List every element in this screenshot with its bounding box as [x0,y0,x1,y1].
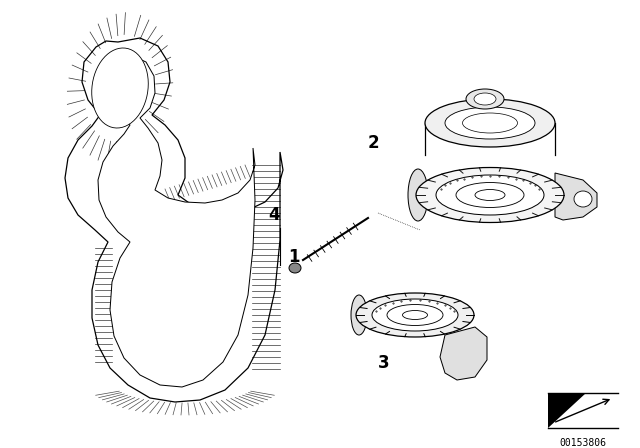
Polygon shape [98,56,255,387]
Ellipse shape [372,299,458,331]
Ellipse shape [475,190,505,201]
Polygon shape [555,173,597,220]
Ellipse shape [574,191,592,207]
Polygon shape [92,48,148,128]
Ellipse shape [289,263,301,273]
Ellipse shape [351,295,367,335]
Polygon shape [548,393,586,428]
Ellipse shape [463,113,518,133]
Ellipse shape [474,93,496,105]
Ellipse shape [425,99,555,147]
Text: 3: 3 [378,354,390,372]
Text: 1: 1 [288,248,300,266]
Ellipse shape [387,305,443,326]
Ellipse shape [416,168,564,223]
Ellipse shape [408,169,428,221]
Polygon shape [440,327,487,380]
Text: 2: 2 [368,134,380,152]
Ellipse shape [403,310,428,319]
Text: 00153806: 00153806 [559,438,607,448]
Ellipse shape [356,293,474,337]
Ellipse shape [436,175,544,215]
Ellipse shape [466,89,504,109]
Ellipse shape [445,107,535,139]
Text: 4: 4 [268,206,280,224]
Polygon shape [65,38,283,402]
Ellipse shape [456,182,524,207]
